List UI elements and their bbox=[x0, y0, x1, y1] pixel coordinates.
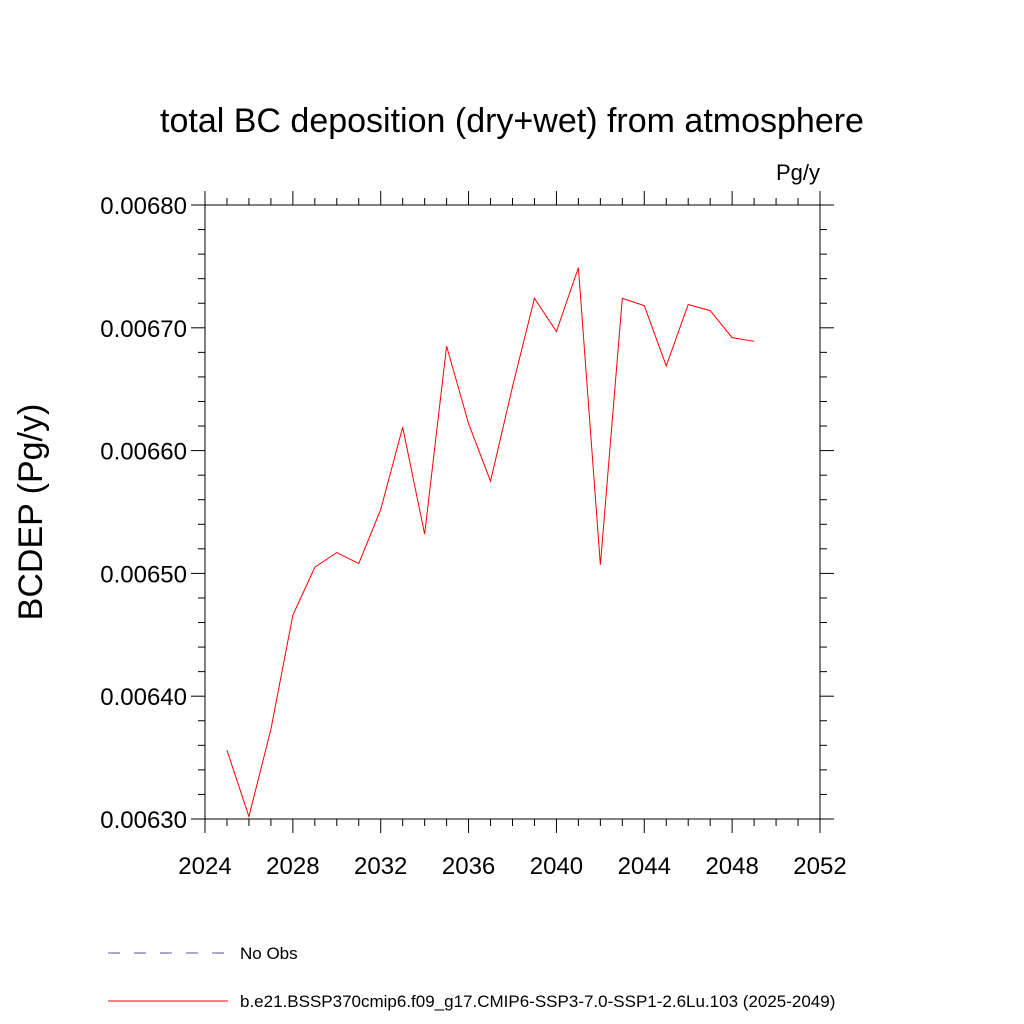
series-line bbox=[226, 267, 755, 819]
data-point bbox=[292, 614, 294, 616]
x-tick-label: 2028 bbox=[266, 853, 319, 880]
y-tick-label: 0.00660 bbox=[100, 439, 187, 466]
data-point bbox=[753, 341, 755, 343]
y-tick-label: 0.00650 bbox=[100, 561, 187, 588]
data-point bbox=[709, 310, 711, 312]
plot-frame bbox=[204, 204, 821, 820]
data-point bbox=[314, 566, 316, 568]
tick-labels-layer: 2024 2028 2032 2036 2040 2044 2048 2052 0.00630 0… bbox=[100, 193, 846, 880]
legend: No Obs b.e21.BSSP370cmip6.f09_g17.CMIP6-S… bbox=[108, 944, 835, 1011]
series-layer bbox=[226, 267, 755, 819]
data-point bbox=[534, 298, 536, 300]
x-tick-label: 2032 bbox=[354, 853, 407, 880]
data-point bbox=[665, 365, 667, 367]
data-point bbox=[248, 816, 250, 818]
y-tick-label: 0.00680 bbox=[100, 193, 187, 220]
data-point bbox=[490, 481, 492, 483]
data-point bbox=[336, 552, 338, 554]
data-point bbox=[468, 423, 470, 425]
data-point bbox=[512, 386, 514, 388]
y-axis-label: BCDEP (Pg/y) bbox=[12, 404, 50, 621]
x-tick-label: 2052 bbox=[793, 853, 846, 880]
y-tick-label: 0.00640 bbox=[100, 684, 187, 711]
units-label: Pg/y bbox=[776, 160, 820, 185]
data-point bbox=[446, 345, 448, 347]
ticks-layer bbox=[191, 191, 834, 833]
data-point bbox=[358, 563, 360, 565]
y-tick-label: 0.00670 bbox=[100, 316, 187, 343]
data-point bbox=[226, 749, 228, 751]
x-tick-label: 2024 bbox=[178, 853, 231, 880]
legend-label: b.e21.BSSP370cmip6.f09_g17.CMIP6-SSP3-7.… bbox=[240, 992, 835, 1011]
legend-label: No Obs bbox=[240, 944, 298, 963]
data-point bbox=[424, 533, 426, 535]
data-point bbox=[270, 729, 272, 731]
data-point bbox=[622, 298, 624, 300]
data-point bbox=[643, 305, 645, 307]
axes-layer bbox=[204, 204, 821, 820]
x-tick-label: 2036 bbox=[442, 853, 495, 880]
data-point bbox=[731, 337, 733, 339]
data-point bbox=[556, 331, 558, 333]
chart-title: total BC deposition (dry+wet) from atmos… bbox=[160, 102, 864, 140]
x-tick-label: 2044 bbox=[618, 853, 671, 880]
x-tick-label: 2040 bbox=[530, 853, 583, 880]
data-point bbox=[402, 426, 404, 428]
data-point bbox=[600, 564, 602, 566]
data-point bbox=[687, 304, 689, 306]
data-point bbox=[380, 509, 382, 511]
y-tick-label: 0.00630 bbox=[100, 807, 187, 834]
data-point bbox=[578, 267, 580, 269]
x-tick-label: 2048 bbox=[705, 853, 758, 880]
